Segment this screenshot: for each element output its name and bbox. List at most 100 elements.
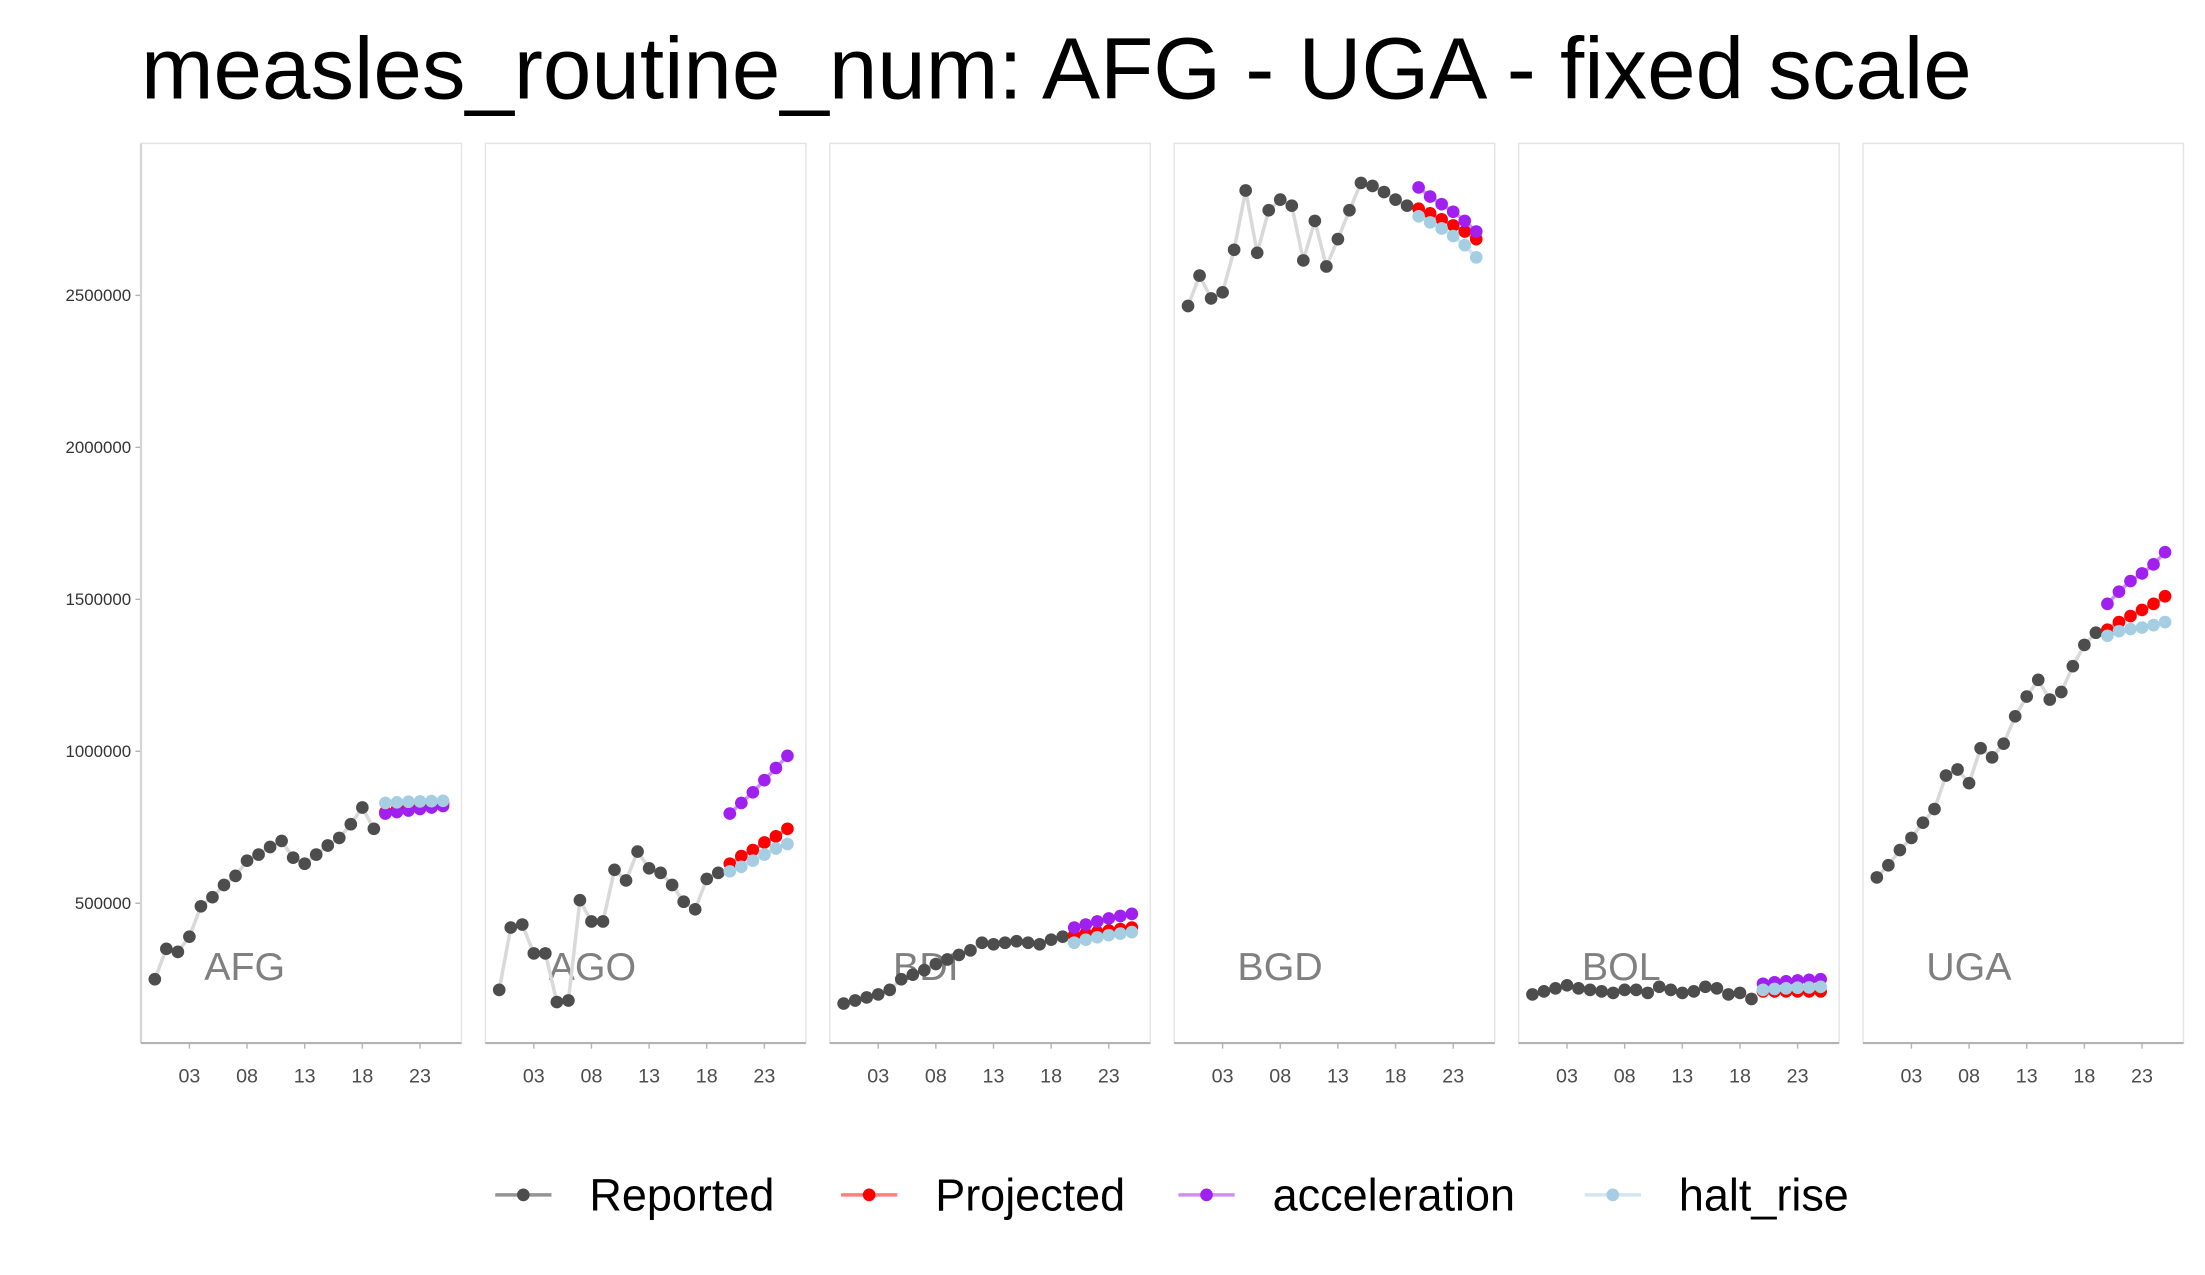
data-point xyxy=(2043,693,2057,706)
data-point xyxy=(1814,980,1827,994)
data-point xyxy=(1939,769,1953,782)
data-point xyxy=(252,848,265,861)
data-point xyxy=(2158,589,2172,603)
data-point xyxy=(769,842,783,855)
data-point xyxy=(918,963,931,977)
data-point xyxy=(2112,624,2126,638)
data-point xyxy=(1687,985,1701,998)
data-point xyxy=(1377,185,1391,199)
data-point xyxy=(1928,802,1941,816)
data-point xyxy=(711,866,725,880)
data-point xyxy=(735,849,748,863)
data-point xyxy=(1113,927,1127,940)
data-point xyxy=(2147,597,2160,611)
data-point xyxy=(1331,232,1345,246)
data-point xyxy=(2158,615,2172,629)
panel-label: BOL xyxy=(1582,945,1661,989)
legend-key-point xyxy=(517,1188,530,1202)
data-point xyxy=(527,947,541,960)
data-point xyxy=(758,836,771,849)
data-point xyxy=(665,878,679,892)
data-point xyxy=(229,869,242,883)
data-point xyxy=(998,936,1012,950)
data-point xyxy=(1779,982,1793,995)
x-tick-label: 03 xyxy=(1212,1065,1234,1087)
data-point xyxy=(1102,928,1116,942)
data-point xyxy=(1239,184,1252,197)
data-point xyxy=(1021,936,1035,950)
data-point xyxy=(1629,983,1643,997)
data-point xyxy=(631,845,644,858)
x-tick-label: 18 xyxy=(1729,1065,1751,1087)
legend-label: halt_rise xyxy=(1679,1169,1849,1220)
x-tick-label: 23 xyxy=(409,1065,431,1087)
x-tick-label: 18 xyxy=(696,1065,718,1087)
x-tick-label: 18 xyxy=(351,1065,373,1087)
data-point xyxy=(217,878,231,892)
data-point xyxy=(1745,992,1758,1006)
legend-label: acceleration xyxy=(1273,1169,1515,1220)
data-point xyxy=(1675,986,1689,1000)
data-point xyxy=(240,854,254,868)
data-point xyxy=(1010,934,1023,948)
data-point xyxy=(2135,621,2149,634)
data-point xyxy=(1090,915,1104,928)
data-point xyxy=(1090,930,1104,944)
data-point xyxy=(975,936,989,950)
data-point xyxy=(2008,709,2022,723)
data-point xyxy=(1125,907,1139,921)
data-point xyxy=(837,997,850,1010)
x-tick-label: 08 xyxy=(1269,1065,1291,1087)
x-tick-label: 18 xyxy=(1385,1065,1407,1087)
x-tick-label: 23 xyxy=(1098,1065,1120,1087)
panel: 03 08 13 18 23 BGD xyxy=(1173,142,1496,1087)
data-point xyxy=(2158,545,2172,559)
data-point xyxy=(1056,930,1070,944)
data-point xyxy=(1067,921,1081,934)
data-point xyxy=(1435,197,1448,211)
data-point xyxy=(1204,292,1218,305)
data-point xyxy=(1079,918,1093,931)
panel: 03 08 13 18 23 AFG xyxy=(140,142,463,1087)
legend-label: Reported xyxy=(589,1169,774,1220)
data-point xyxy=(758,773,771,787)
data-point xyxy=(194,899,208,913)
data-point xyxy=(1606,986,1620,1000)
data-point xyxy=(379,796,392,810)
data-point xyxy=(585,915,598,928)
data-point xyxy=(735,860,748,874)
y-tick-label: 1500000 xyxy=(65,590,131,609)
data-point xyxy=(1733,986,1747,1000)
data-point xyxy=(1113,909,1127,923)
data-point xyxy=(1962,776,1976,790)
data-point xyxy=(2124,609,2137,623)
data-point xyxy=(1216,285,1229,299)
data-point xyxy=(1423,206,1437,220)
panel: 03 08 13 18 23 BOL xyxy=(1517,142,1840,1087)
x-tick-label: 03 xyxy=(523,1065,545,1087)
data-point xyxy=(1710,982,1724,995)
x-tick-label: 23 xyxy=(1442,1065,1464,1087)
data-point xyxy=(1768,982,1781,996)
data-point xyxy=(1320,260,1333,273)
data-point xyxy=(723,807,737,820)
data-point xyxy=(390,796,404,809)
data-point xyxy=(596,915,610,928)
data-point xyxy=(402,795,415,809)
data-point xyxy=(550,995,564,1009)
data-point xyxy=(1227,243,1241,257)
data-point xyxy=(1974,741,1987,755)
data-point xyxy=(436,794,450,808)
data-point xyxy=(1699,980,1712,994)
data-point xyxy=(1595,985,1608,998)
data-point xyxy=(2078,638,2091,652)
data-point xyxy=(1285,199,1299,213)
data-point xyxy=(1435,213,1448,226)
data-point xyxy=(906,968,920,981)
data-point xyxy=(1916,816,1930,830)
x-tick-label: 13 xyxy=(2016,1065,2038,1087)
data-point xyxy=(1985,751,1999,764)
data-point xyxy=(2101,629,2114,643)
